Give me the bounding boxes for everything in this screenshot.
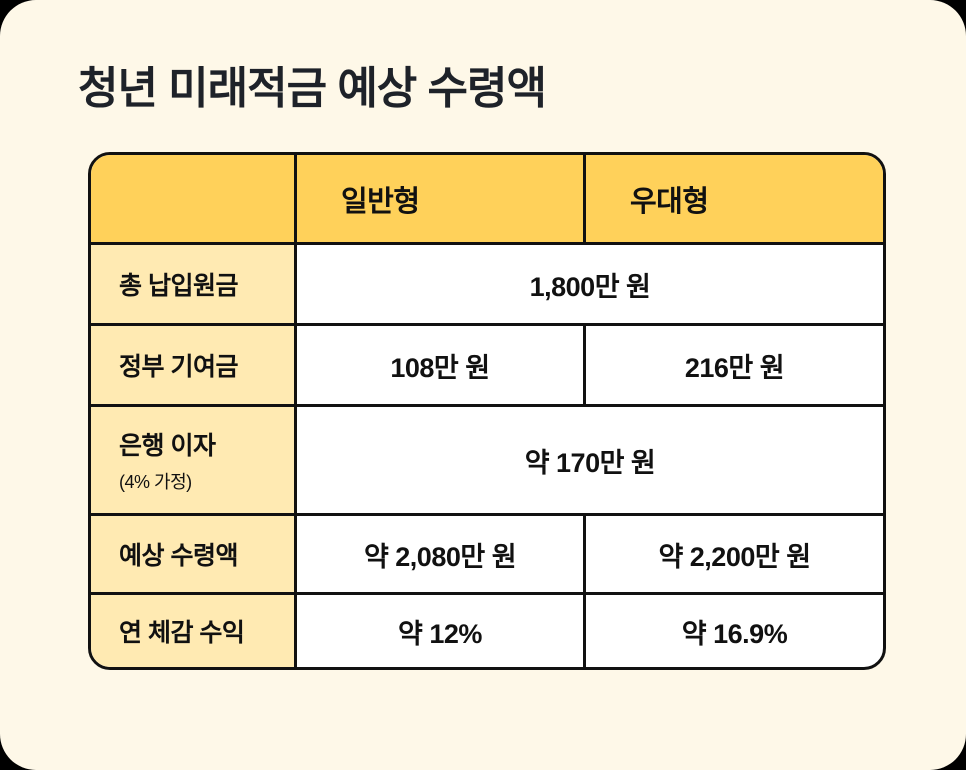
row-label-annual-return: 연 체감 수익 [91, 595, 297, 667]
row-label-total-principal: 총 납입원금 [91, 245, 297, 326]
header-corner-cell [91, 155, 297, 245]
row-label-expected-payout: 예상 수령액 [91, 516, 297, 595]
page-title: 청년 미래적금 예상 수령액 [78, 64, 547, 113]
row-sublabel-bank-interest: (4% 가정) [119, 472, 192, 492]
header-preferred: 우대형 [586, 155, 883, 245]
row-label-gov-contribution: 정부 기여금 [91, 326, 297, 407]
header-general: 일반형 [297, 155, 586, 245]
value-bank-interest: 약 170만 원 [297, 407, 883, 516]
comparison-table: 일반형 우대형 총 납입원금 1,800만 원 정부 기여금 108만 원 21… [88, 152, 886, 670]
value-gov-contribution-general: 108만 원 [297, 326, 586, 407]
row-label-bank-interest: 은행 이자 (4% 가정) [91, 407, 297, 516]
value-annual-return-general: 약 12% [297, 595, 586, 667]
value-annual-return-preferred: 약 16.9% [681, 618, 788, 649]
value-expected-payout-preferred: 약 2,200만 원 [586, 516, 883, 595]
value-expected-payout-general: 약 2,080만 원 [297, 516, 586, 595]
value-total-principal: 1,800만 원 [297, 245, 883, 326]
value-gov-contribution-preferred: 216만 원 [586, 326, 883, 407]
